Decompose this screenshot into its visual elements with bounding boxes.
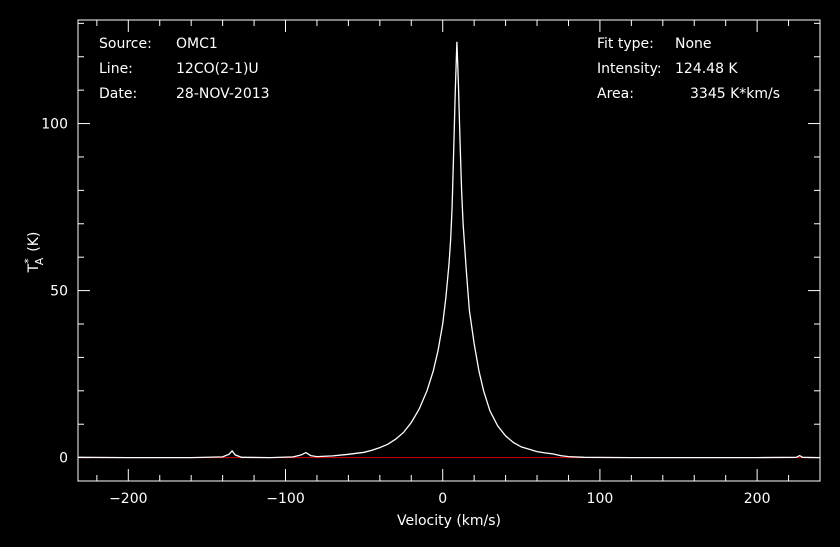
y-axis-label-unit: (K)	[26, 232, 42, 252]
y-tick-label: 50	[50, 284, 68, 300]
svg-text:T*A(K): T*A (K)	[22, 232, 46, 274]
spectrum-series-line	[77, 41, 821, 459]
intensity-label: Intensity:	[597, 61, 662, 77]
area-value: 3345 K*km/s	[690, 86, 781, 102]
y-axis-label-sub: A	[33, 257, 46, 265]
x-tick-label: −100	[266, 491, 304, 507]
y-tick-label: 0	[59, 451, 68, 467]
x-tick-label: 200	[744, 491, 771, 507]
date-value: 28-NOV-2013	[176, 86, 270, 102]
x-axis-label: Velocity (km/s)	[397, 513, 501, 529]
y-axis-label-sup: *	[22, 258, 35, 264]
y-tick-label: 100	[41, 117, 68, 133]
source-value: OMC1	[176, 36, 218, 52]
line-label: Line:	[99, 61, 133, 77]
y-axis-label-main: T	[26, 263, 42, 273]
source-label: Source:	[99, 36, 152, 52]
x-tick-label: 100	[587, 491, 614, 507]
x-tick-label: −200	[109, 491, 147, 507]
plot-frame	[77, 19, 821, 482]
intensity-value: 124.48 K	[675, 61, 738, 77]
x-tick-label: 0	[438, 491, 447, 507]
date-label: Date:	[99, 86, 138, 102]
y-axis-label: T*A (K)	[22, 232, 46, 274]
fit-type-value: None	[675, 36, 712, 52]
tick-label-group: −200 −100 0 100 200 0 50 100	[41, 117, 770, 507]
tick-group	[78, 20, 821, 481]
fit-type-label: Fit type:	[597, 36, 654, 52]
line-value: 12CO(2-1)U	[176, 61, 259, 77]
area-label: Area:	[597, 86, 634, 102]
